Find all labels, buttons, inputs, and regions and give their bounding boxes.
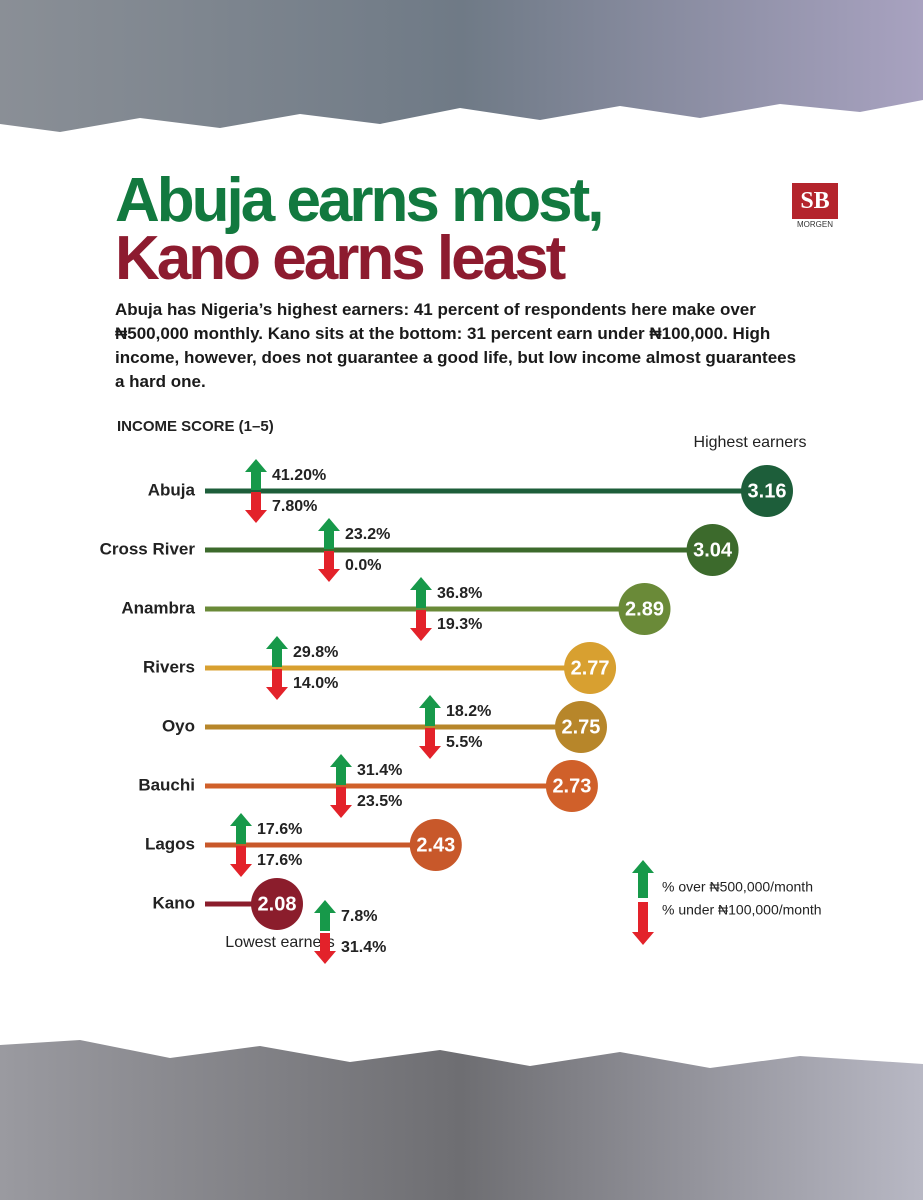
score-label: 3.16 — [748, 480, 787, 502]
intro: Abuja has Nigeria’s highest earners: 41 … — [115, 300, 797, 391]
percent-label: 29.8% — [293, 644, 338, 661]
up-arrow — [318, 518, 340, 549]
category-label: Anambra — [121, 598, 195, 617]
up-arrow — [410, 577, 432, 608]
logo: SB — [792, 183, 838, 219]
annotation: Highest earners — [694, 434, 807, 451]
percent-label: 18.2% — [446, 703, 491, 720]
percent-label: 7.8% — [341, 908, 377, 925]
down-arrow — [230, 846, 252, 877]
down-arrow — [330, 787, 352, 818]
title-line: Abuja earns most, — [115, 166, 604, 235]
score-label: 2.73 — [552, 775, 591, 797]
category-label: Oyo — [162, 716, 195, 735]
score-label: 2.08 — [258, 893, 297, 915]
up-arrow — [419, 695, 441, 726]
score-circle — [409, 819, 462, 871]
score-circle — [741, 465, 793, 517]
down-arrow — [419, 728, 441, 759]
percent-label: 23.5% — [357, 793, 402, 810]
category-label: Kano — [153, 893, 196, 912]
score-label: 2.89 — [625, 598, 664, 620]
up-arrow — [330, 754, 352, 785]
percent-label: 14.0% — [293, 675, 338, 692]
category-label: Lagos — [145, 834, 195, 853]
up-arrow — [632, 860, 654, 898]
legend-label: % over ₦500,000/month — [662, 879, 813, 895]
down-arrow — [314, 933, 336, 964]
bottom-photo — [0, 1040, 923, 1200]
percent-label: 17.6% — [257, 821, 302, 838]
score-circle — [554, 701, 607, 753]
category-label: Bauchi — [138, 775, 195, 794]
up-arrow — [314, 900, 336, 931]
score-circle — [251, 878, 303, 930]
legend-label: % under ₦100,000/month — [662, 902, 822, 918]
category-label: Rivers — [143, 657, 195, 676]
top-photo — [0, 0, 923, 132]
score-circle — [564, 642, 617, 694]
score-label: 2.75 — [562, 716, 601, 738]
score-circle — [618, 583, 671, 635]
percent-label: 17.6% — [257, 852, 302, 869]
score-circle — [545, 760, 598, 812]
percent-label: 23.2% — [345, 526, 390, 543]
annotation: Lowest earners — [225, 934, 334, 951]
title-line: Kano earns least — [115, 224, 566, 293]
up-arrow — [266, 636, 288, 667]
category-label: Cross River — [100, 539, 196, 558]
logo-sub: MORGEN — [797, 220, 833, 229]
percent-label: 41.20% — [272, 467, 326, 484]
percent-label: 5.5% — [446, 734, 482, 751]
percent-label: 7.80% — [272, 498, 317, 515]
score-label: 3.04 — [693, 539, 733, 561]
down-arrow — [245, 492, 267, 523]
category-label: Abuja — [148, 480, 196, 499]
down-arrow — [318, 551, 340, 582]
axis-label: INCOME SCORE (1–5) — [117, 418, 274, 435]
down-arrow — [410, 610, 432, 641]
down-arrow — [632, 902, 654, 945]
percent-label: 31.4% — [341, 939, 386, 956]
score-label: 2.43 — [416, 834, 455, 856]
percent-label: 19.3% — [437, 616, 482, 633]
score-circle — [686, 524, 739, 576]
up-arrow — [230, 813, 252, 844]
up-arrow — [245, 459, 267, 490]
percent-label: 36.8% — [437, 585, 482, 602]
percent-label: 0.0% — [345, 557, 381, 574]
score-label: 2.77 — [571, 657, 610, 679]
down-arrow — [266, 669, 288, 700]
percent-label: 31.4% — [357, 762, 402, 779]
